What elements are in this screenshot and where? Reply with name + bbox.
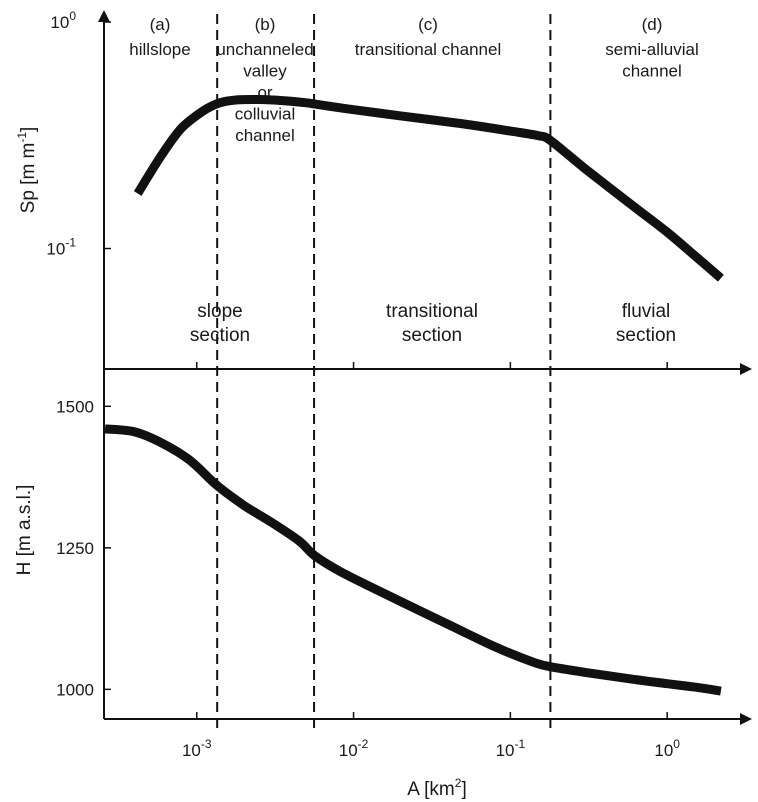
x-tick-label: 100 bbox=[654, 737, 680, 760]
section-label: section bbox=[616, 325, 676, 346]
zone-id-label: (d) bbox=[642, 15, 663, 34]
section-label: section bbox=[190, 325, 250, 346]
x-axis-label: A [km2] bbox=[407, 776, 466, 800]
x-tick-label: 10-1 bbox=[496, 737, 526, 760]
section-label: section bbox=[402, 325, 462, 346]
top-x-axis-arrow bbox=[740, 363, 752, 375]
section-label: fluvial bbox=[622, 301, 671, 322]
h-curve bbox=[104, 424, 722, 696]
bottom-y-tick-label: 1000 bbox=[56, 680, 94, 699]
bottom-y-tick-label: 1250 bbox=[56, 539, 94, 558]
zone-description-label: hillslope bbox=[129, 40, 190, 59]
top-y-tick-label: 100 bbox=[50, 9, 76, 32]
top-y-axis-label: Sp [m m-1] bbox=[15, 127, 39, 214]
bottom-y-tick-label: 1500 bbox=[56, 397, 94, 416]
zone-description-label: transitional channel bbox=[355, 40, 501, 59]
zone-description-label: colluvial bbox=[235, 105, 295, 124]
x-axis-arrow bbox=[740, 713, 752, 725]
zone-description-label: semi-alluvial bbox=[605, 40, 699, 59]
section-label: transitional bbox=[386, 301, 478, 322]
section-label: slope bbox=[197, 301, 242, 322]
x-tick-label: 10-2 bbox=[339, 737, 369, 760]
x-tick-label: 10-3 bbox=[182, 737, 212, 760]
zone-description-label: channel bbox=[235, 126, 295, 145]
zone-id-label: (b) bbox=[255, 15, 276, 34]
y-axis-arrow bbox=[98, 10, 110, 22]
zone-description-label: valley bbox=[243, 62, 287, 81]
sp-curve bbox=[133, 94, 724, 282]
bottom-y-axis-label: H [m a.s.l.] bbox=[14, 485, 35, 576]
zone-description-label: unchanneled bbox=[216, 40, 313, 59]
top-y-tick-label: 10-1 bbox=[46, 236, 76, 259]
zone-description-label: channel bbox=[622, 62, 682, 81]
zone-id-label: (c) bbox=[418, 15, 438, 34]
zone-id-label: (a) bbox=[150, 15, 171, 34]
